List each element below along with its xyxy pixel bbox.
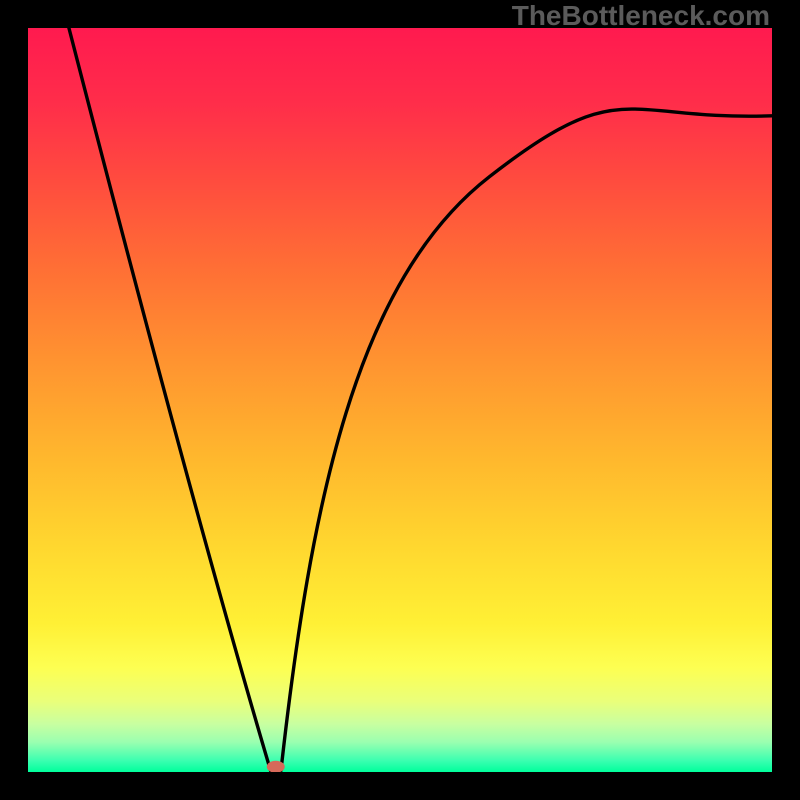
watermark-label: TheBottleneck.com [512,0,770,32]
optimum-marker [267,761,285,773]
gradient-background [28,28,772,772]
chart-svg [0,0,800,800]
chart-stage: TheBottleneck.com [0,0,800,800]
